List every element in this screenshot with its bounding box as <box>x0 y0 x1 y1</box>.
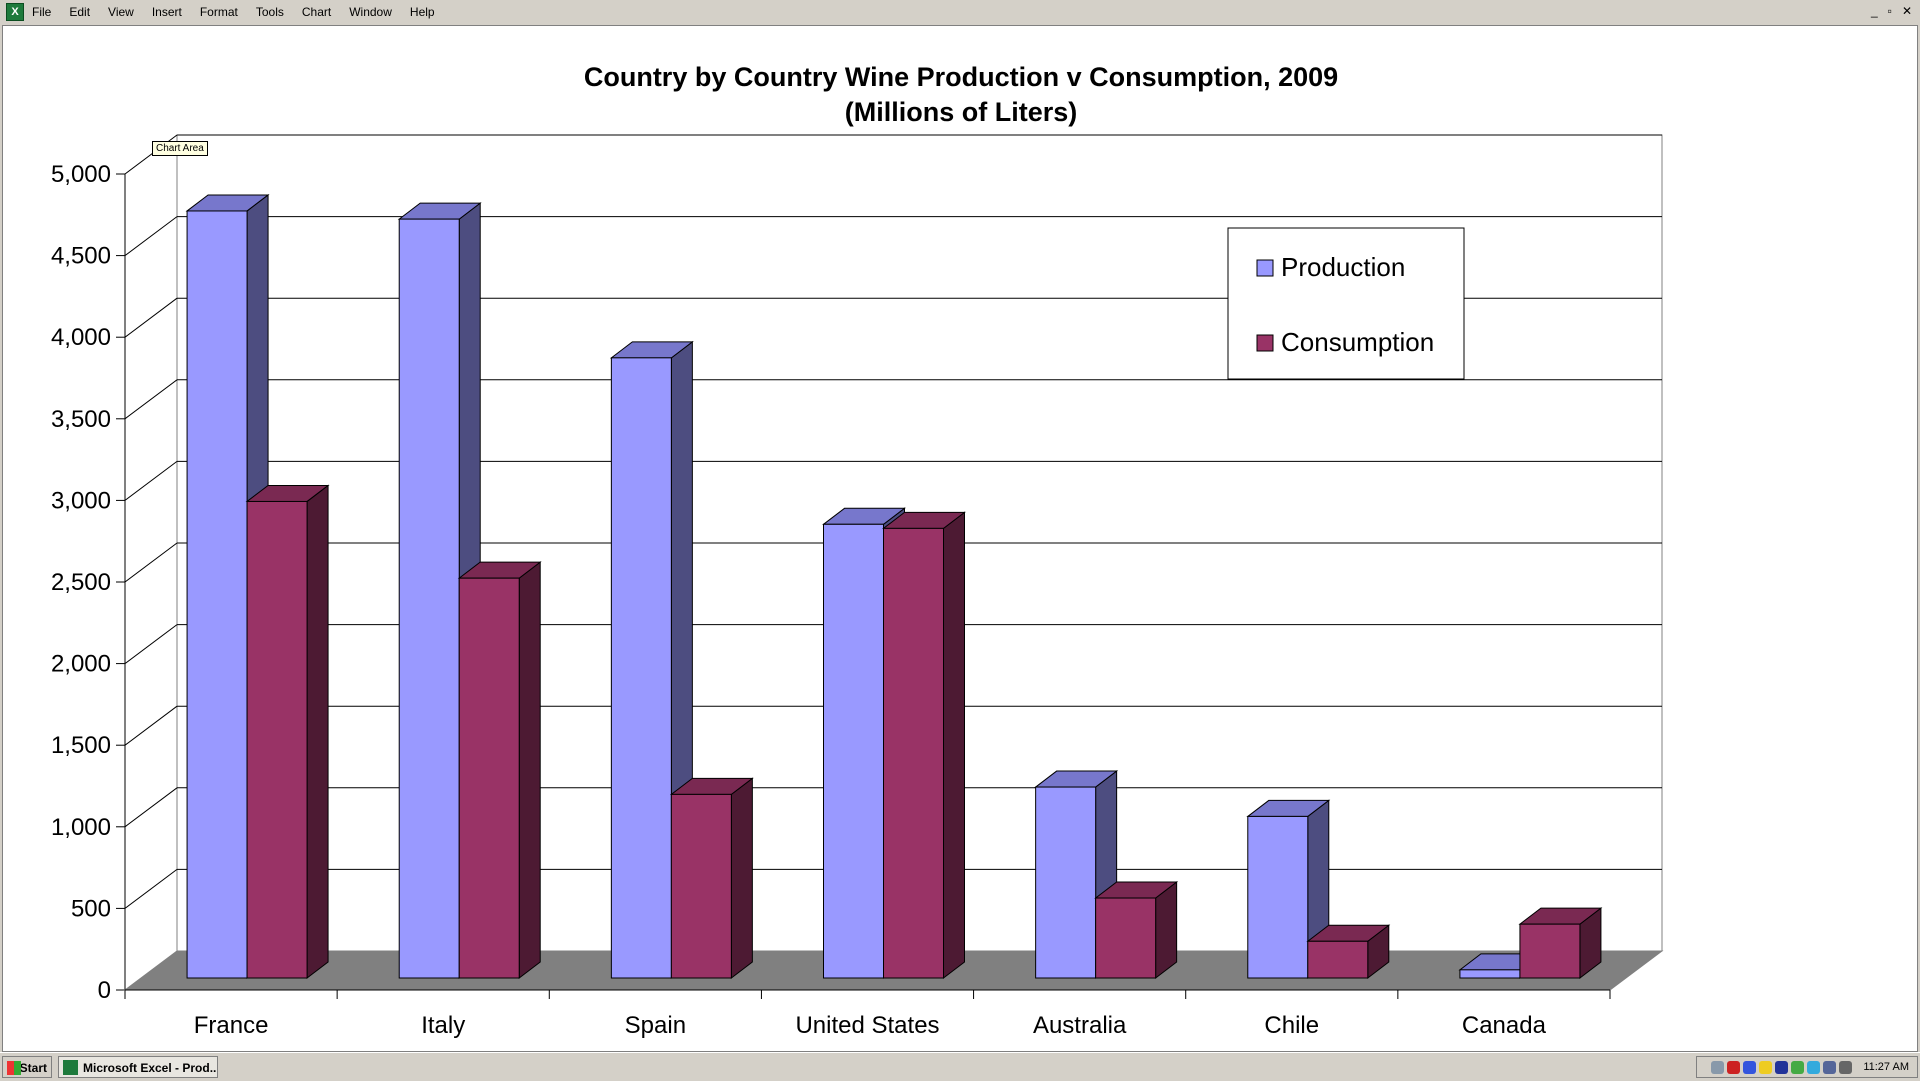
quicktime-icon[interactable] <box>1807 1060 1821 1074</box>
legend-swatch-consumption <box>1256 334 1274 352</box>
menu-insert[interactable]: Insert <box>151 5 182 19</box>
menu-tools[interactable]: Tools <box>255 5 284 19</box>
y-tick-label: 1,500 <box>51 732 111 759</box>
y-tick-label: 2,000 <box>51 651 111 678</box>
gridline-side <box>124 869 178 909</box>
bar-front <box>1307 940 1369 979</box>
legend-label-production: Production <box>1281 252 1405 282</box>
bar-side <box>943 511 965 980</box>
x-tick-label: Canada <box>1462 1012 1547 1039</box>
y-tick-label: 5,000 <box>51 161 111 188</box>
bar-front <box>1459 969 1521 979</box>
chart-sheet[interactable]: Country by Country Wine Production v Con… <box>2 25 1918 1052</box>
x-tick-label: Chile <box>1264 1012 1319 1039</box>
bar-front <box>1247 815 1309 979</box>
bar-front <box>1519 923 1581 979</box>
y-tick-label: 3,500 <box>51 406 111 433</box>
bar-consumption-united-states <box>882 511 966 980</box>
y-tick-label: 3,000 <box>51 487 111 514</box>
menu-format[interactable]: Format <box>199 5 238 19</box>
bar-front <box>823 523 884 979</box>
bar-side <box>518 561 541 980</box>
gridline-side <box>124 379 178 420</box>
taskbar: Start Microsoft Excel - Prod... 11:27 AM <box>0 1052 1920 1081</box>
y-tick-label: 500 <box>71 895 111 922</box>
gridline-side <box>124 460 178 501</box>
minimize-button[interactable]: _ <box>1870 4 1878 18</box>
start-label: Start <box>19 1061 47 1075</box>
bar-consumption-italy <box>457 561 542 980</box>
menu-help[interactable]: Help <box>409 5 435 19</box>
menu-edit[interactable]: Edit <box>69 5 91 19</box>
bar-front <box>186 210 248 979</box>
y-tick-label: 4,000 <box>51 324 111 351</box>
app-icon[interactable] <box>1791 1060 1805 1074</box>
clock[interactable]: 11:27 AM <box>1863 1061 1909 1073</box>
bar-front <box>1035 786 1097 979</box>
gridline-side <box>124 542 178 583</box>
menu-file[interactable]: File <box>32 5 52 19</box>
bar-side <box>306 484 329 980</box>
excel-icon <box>63 1060 78 1075</box>
y-tick-label: 2,500 <box>51 569 111 596</box>
network-wave-icon[interactable] <box>1743 1060 1757 1074</box>
bar-front <box>246 500 308 979</box>
gridline-side <box>124 624 178 664</box>
bar-front <box>1095 897 1157 979</box>
gridline-side <box>124 705 178 746</box>
network-icon[interactable] <box>1823 1060 1837 1074</box>
x-tick-label: Australia <box>1033 1012 1127 1039</box>
acrobat-icon[interactable] <box>1727 1060 1741 1074</box>
legend-swatch-production <box>1256 259 1274 277</box>
menu-window[interactable]: Window <box>349 5 392 19</box>
taskbar-excel-label: Microsoft Excel - Prod... <box>83 1061 218 1075</box>
y-tick-label: 0 <box>98 977 111 1004</box>
y-tick-label: 1,000 <box>51 814 111 841</box>
legend-box <box>1227 227 1465 380</box>
y-tick-label: 4,500 <box>51 243 111 270</box>
start-button[interactable]: Start <box>2 1056 52 1078</box>
chart-area-tooltip: Chart Area <box>152 141 208 156</box>
bar-front <box>883 527 944 979</box>
security-shield-icon[interactable] <box>1759 1060 1773 1074</box>
x-tick-label: United States <box>795 1012 939 1039</box>
gridline-side <box>124 297 178 338</box>
bar-production-chile <box>1246 799 1331 980</box>
bar-consumption-canada <box>1518 907 1603 980</box>
menu-bar: X File Edit View Insert Format Tools Cha… <box>0 0 1920 24</box>
system-tray: 11:27 AM <box>1696 1056 1918 1078</box>
bar-consumption-chile <box>1306 924 1391 980</box>
bar-side <box>1155 881 1178 980</box>
excel-icon[interactable]: X <box>6 3 24 21</box>
x-tick-label: France <box>194 1012 269 1039</box>
bar-front <box>458 577 520 979</box>
close-button[interactable]: ✕ <box>1901 4 1912 18</box>
bar-consumption-france <box>245 484 330 980</box>
restore-button[interactable]: ▫ <box>1887 4 1892 18</box>
taskbar-excel-button[interactable]: Microsoft Excel - Prod... <box>58 1056 218 1078</box>
printer-icon[interactable] <box>1711 1060 1725 1074</box>
menu-chart[interactable]: Chart <box>301 5 332 19</box>
chart-subtitle: (Millions of Liters) <box>845 97 1078 127</box>
windows-logo-icon <box>7 1061 21 1075</box>
chart-title[interactable]: Country by Country Wine Production v Con… <box>584 62 1338 92</box>
gridline-side <box>124 787 178 828</box>
menu-view[interactable]: View <box>108 5 134 19</box>
bar-front <box>610 357 672 979</box>
bar-front <box>398 218 460 979</box>
speaker-icon[interactable] <box>1839 1060 1853 1074</box>
chart-area[interactable]: Country by Country Wine Production v Con… <box>3 26 1917 1051</box>
bar-front <box>670 793 732 979</box>
gridline-side <box>124 216 178 257</box>
legend-label-consumption: Consumption <box>1281 327 1434 357</box>
bar-consumption-spain <box>669 777 754 980</box>
bar-consumption-australia <box>1094 881 1179 980</box>
scheduler-icon[interactable] <box>1775 1060 1789 1074</box>
x-tick-label: Spain <box>625 1012 686 1039</box>
bar-side <box>730 777 753 980</box>
x-tick-label: Italy <box>421 1012 465 1039</box>
legend[interactable]: Production Consumption <box>1227 227 1465 380</box>
